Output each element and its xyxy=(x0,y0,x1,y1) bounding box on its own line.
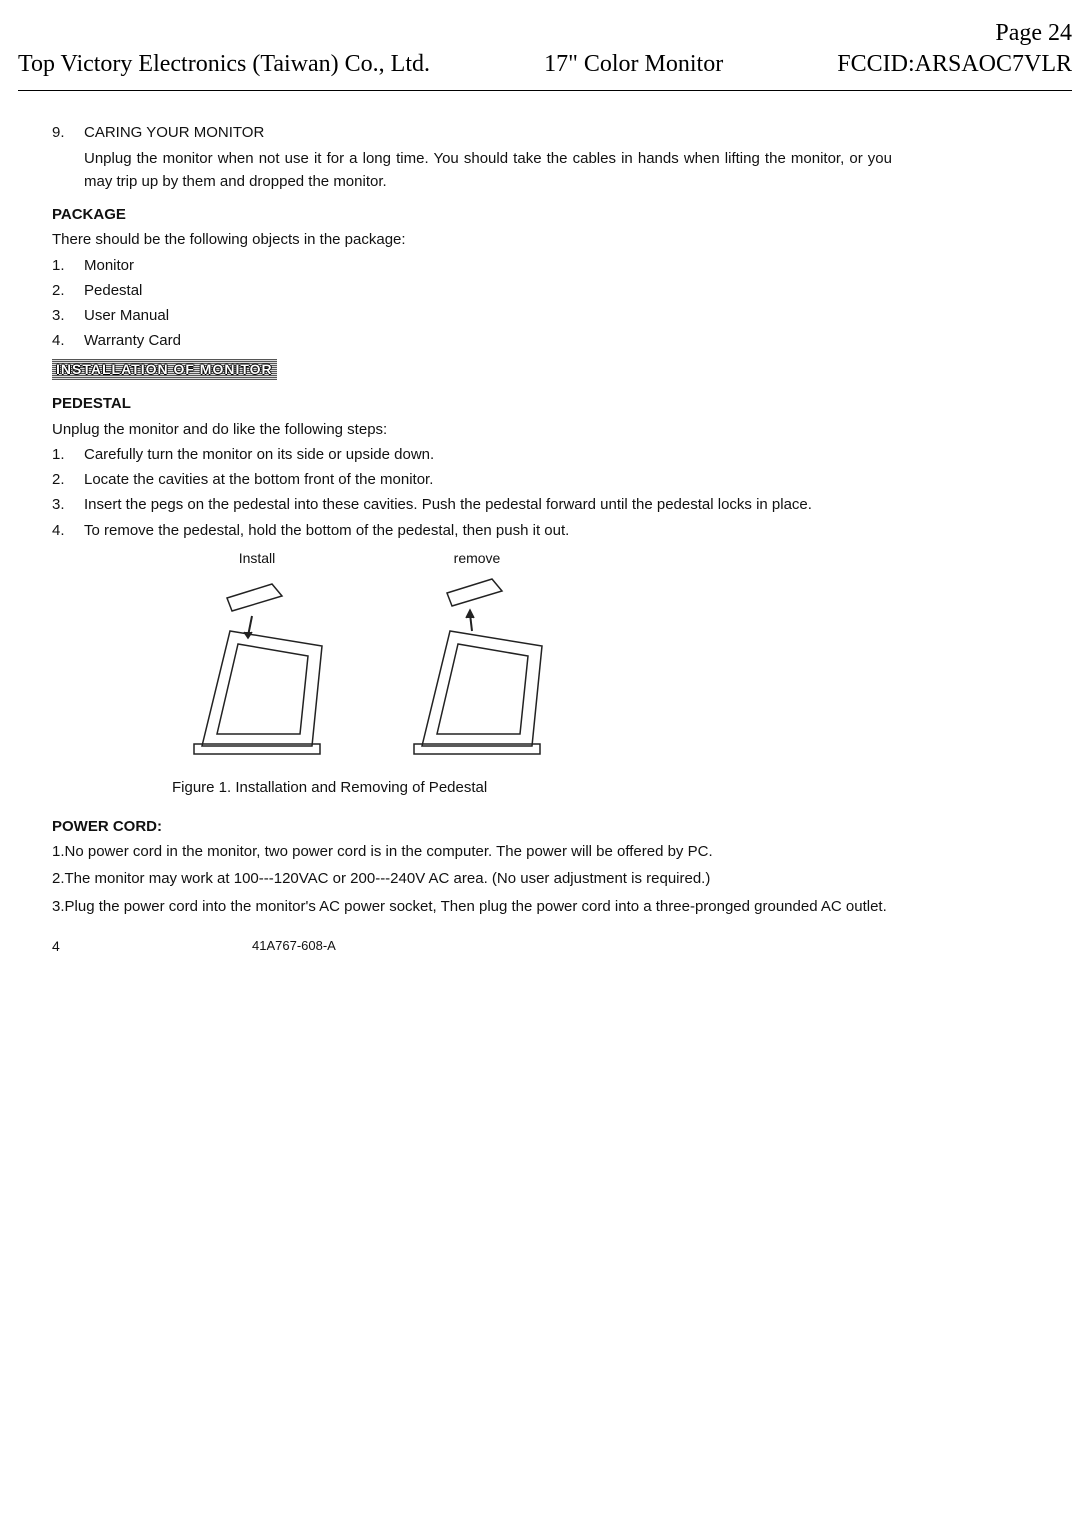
package-intro: There should be the following objects in… xyxy=(52,228,892,251)
header-product: 17" Color Monitor xyxy=(544,49,723,80)
figure-row: Install remove xyxy=(172,548,892,766)
pedestal-step: 2. Locate the cavities at the bottom fro… xyxy=(52,468,892,491)
item-label: User Manual xyxy=(84,304,892,327)
pedestal-step: 4. To remove the pedestal, hold the bott… xyxy=(52,519,892,542)
step-number: 4. xyxy=(52,519,84,542)
figure-install-col: Install xyxy=(172,548,342,766)
caring-body: Unplug the monitor when not use it for a… xyxy=(84,147,892,194)
footer-page-number: 4 xyxy=(52,936,252,958)
package-item: 4. Warranty Card xyxy=(52,329,892,352)
header-rule xyxy=(18,90,1072,91)
package-title: PACKAGE xyxy=(52,203,892,226)
power-cord-title: POWER CORD: xyxy=(52,815,892,838)
caring-section: 9. CARING YOUR MONITOR xyxy=(52,121,892,144)
step-text: Insert the pegs on the pedestal into the… xyxy=(84,493,892,516)
item-number: 3. xyxy=(52,304,84,327)
package-item: 1. Monitor xyxy=(52,254,892,277)
figure-caption: Figure 1. Installation and Removing of P… xyxy=(172,776,892,799)
pedestal-step: 3. Insert the pegs on the pedestal into … xyxy=(52,493,892,516)
step-number: 2. xyxy=(52,468,84,491)
item-number: 4. xyxy=(52,329,84,352)
caring-number: 9. xyxy=(52,121,84,144)
item-label: Warranty Card xyxy=(84,329,892,352)
power-p3: 3.Plug the power cord into the monitor's… xyxy=(52,895,892,918)
monitor-install-icon xyxy=(172,576,342,766)
power-p1: 1.No power cord in the monitor, two powe… xyxy=(52,840,892,863)
pedestal-intro: Unplug the monitor and do like the follo… xyxy=(52,418,892,441)
step-text: Carefully turn the monitor on its side o… xyxy=(84,443,892,466)
step-number: 1. xyxy=(52,443,84,466)
page-header: Top Victory Electronics (Taiwan) Co., Lt… xyxy=(18,18,1072,80)
power-p2: 2.The monitor may work at 100---120VAC o… xyxy=(52,867,892,890)
header-page-number: Page 24 xyxy=(837,18,1072,49)
page: Top Victory Electronics (Taiwan) Co., Lt… xyxy=(0,0,1090,1522)
item-label: Pedestal xyxy=(84,279,892,302)
item-number: 2. xyxy=(52,279,84,302)
figure-remove-label: remove xyxy=(392,548,562,570)
step-text: Locate the cavities at the bottom front … xyxy=(84,468,892,491)
item-label: Monitor xyxy=(84,254,892,277)
footer-doc-code: 41A767-608-A xyxy=(252,936,336,958)
footer: 4 41A767-608-A xyxy=(52,936,892,958)
item-number: 1. xyxy=(52,254,84,277)
header-company: Top Victory Electronics (Taiwan) Co., Lt… xyxy=(18,49,430,80)
step-number: 3. xyxy=(52,493,84,516)
caring-title: CARING YOUR MONITOR xyxy=(84,121,892,144)
header-fccid: FCCID:ARSAOC7VLR xyxy=(837,49,1072,80)
package-item: 2. Pedestal xyxy=(52,279,892,302)
pedestal-title: PEDESTAL xyxy=(52,392,892,415)
content-area: 9. CARING YOUR MONITOR Unplug the monito… xyxy=(52,121,892,957)
pedestal-step: 1. Carefully turn the monitor on its sid… xyxy=(52,443,892,466)
step-text: To remove the pedestal, hold the bottom … xyxy=(84,519,892,542)
figure-remove-col: remove xyxy=(392,548,562,766)
figure-install-label: Install xyxy=(172,548,342,570)
installation-header: INSTALLATION OF MONITOR xyxy=(52,359,277,381)
header-right: Page 24 FCCID:ARSAOC7VLR xyxy=(837,18,1072,80)
package-item: 3. User Manual xyxy=(52,304,892,327)
monitor-remove-icon xyxy=(392,576,562,766)
